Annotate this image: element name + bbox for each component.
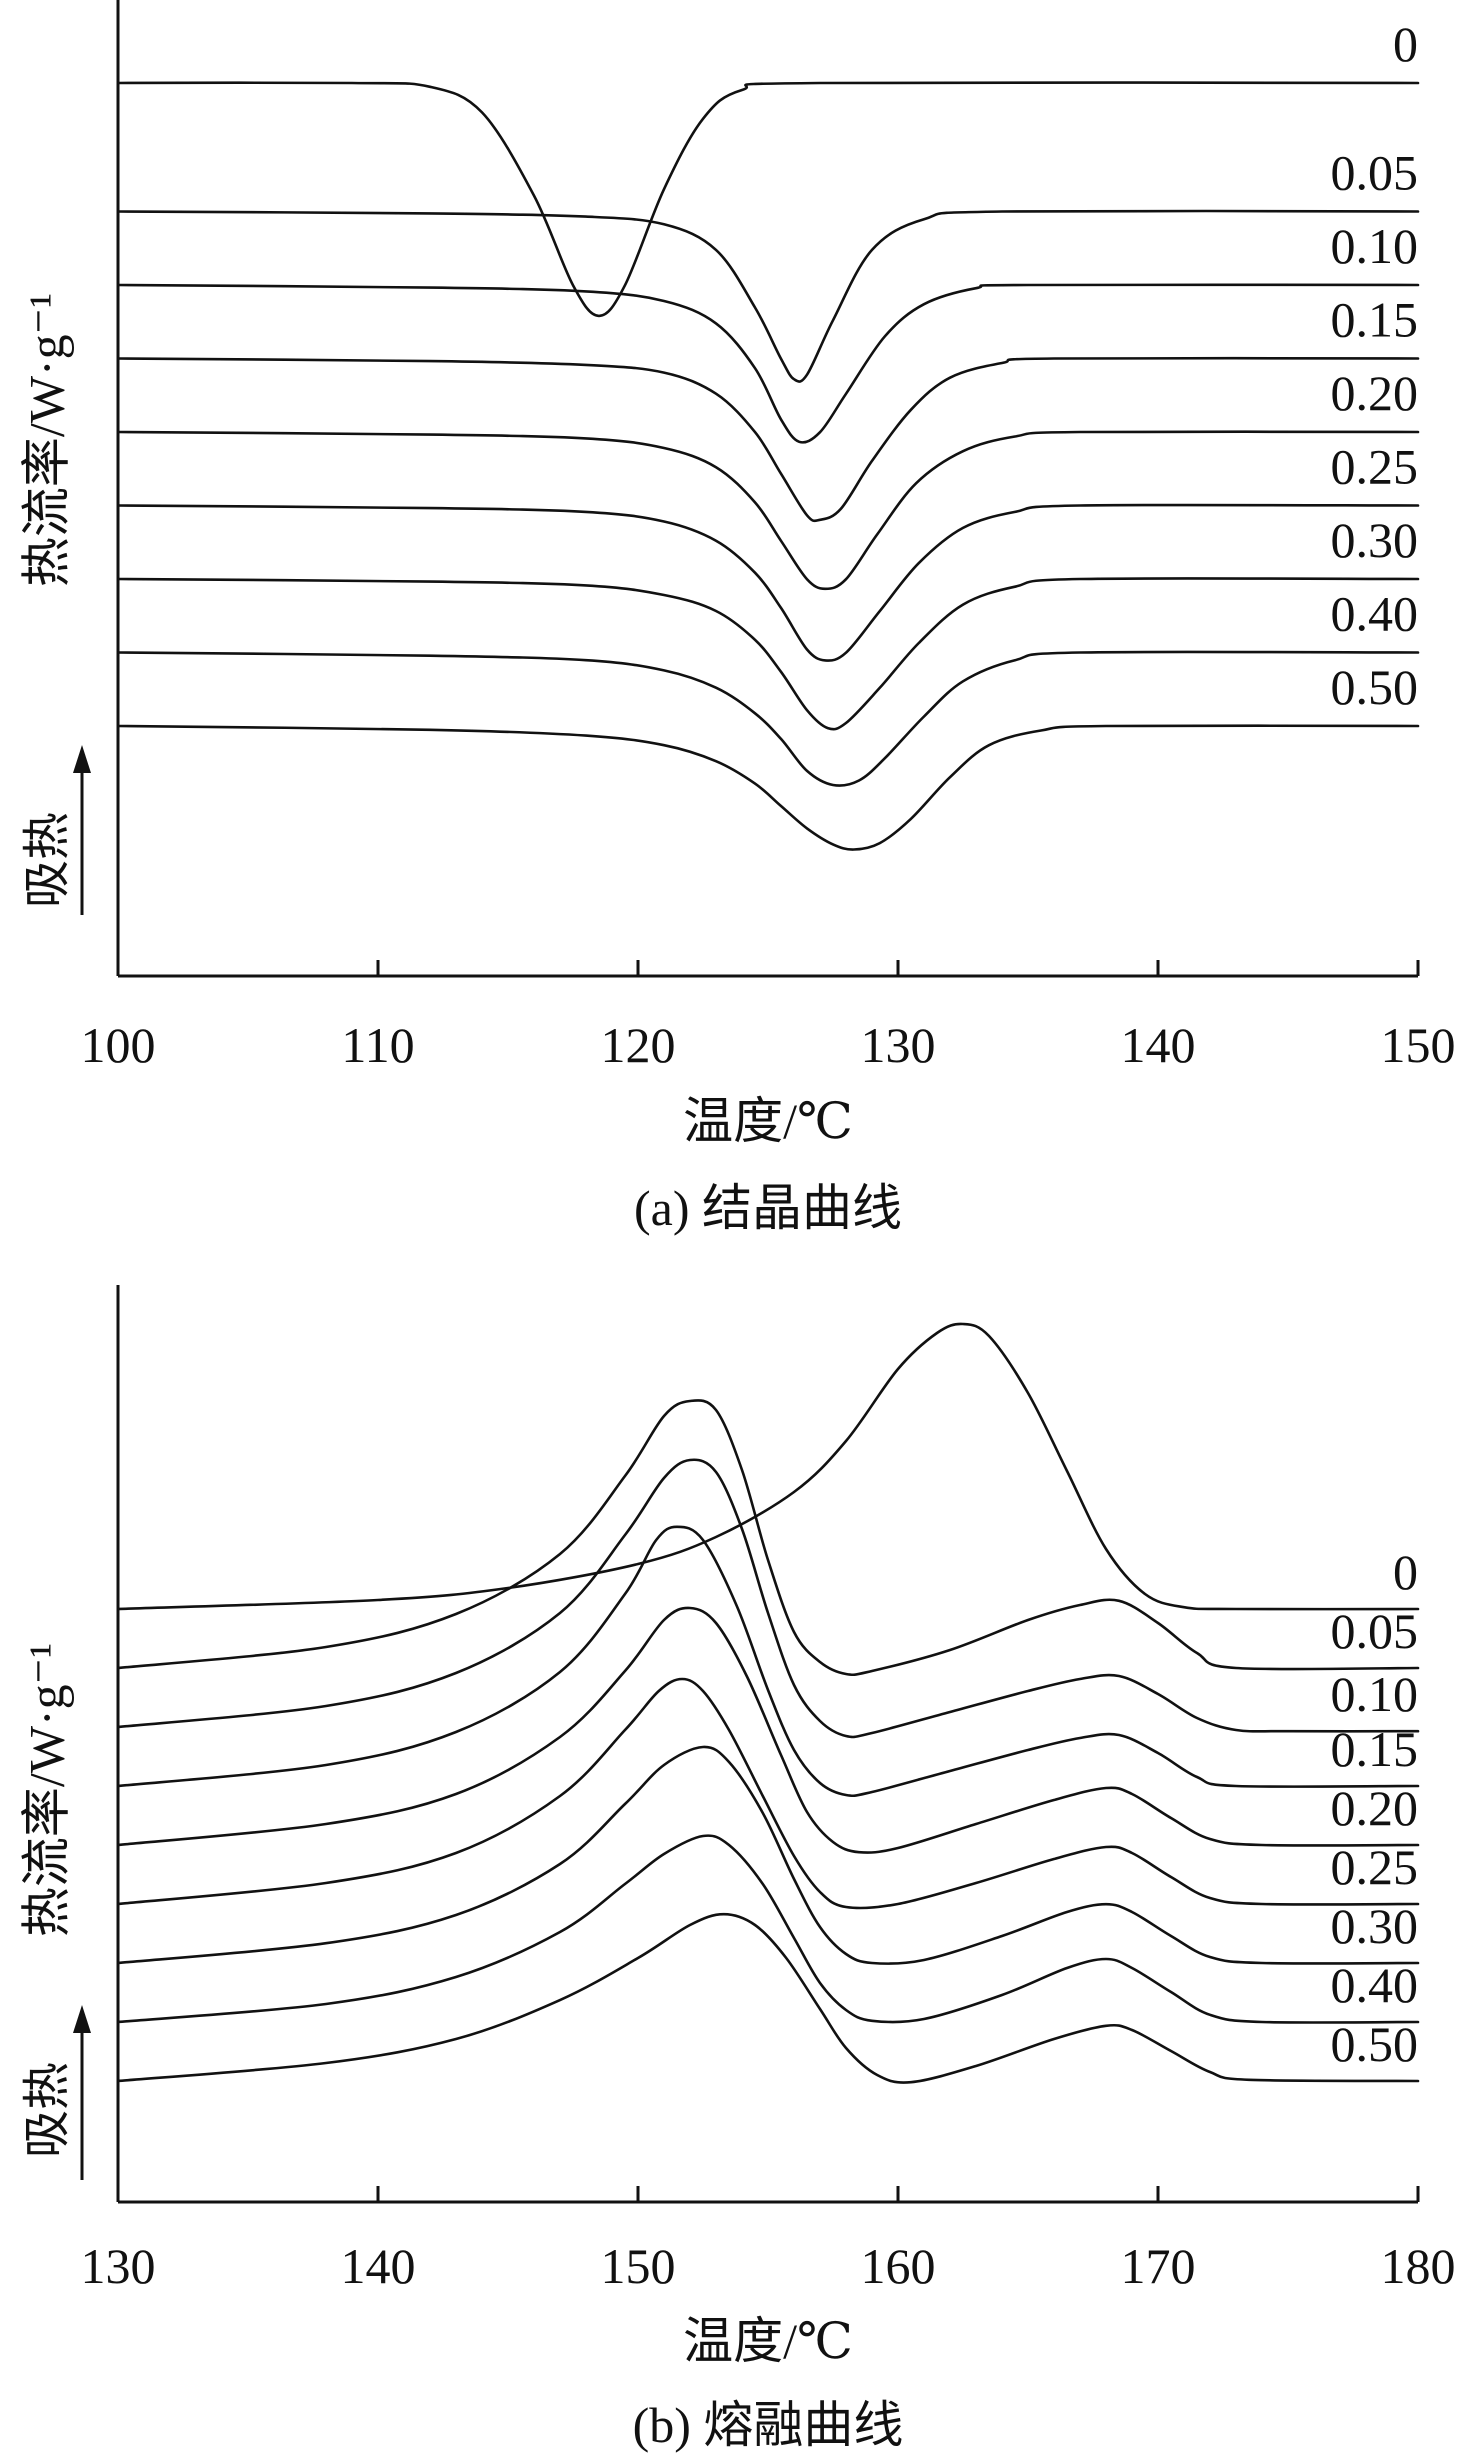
series-label: 0.50 [1331,2016,1419,2072]
series-line [116,209,1420,383]
series-line [116,577,1420,731]
x-axis-title: 温度/℃ [683,2313,853,2369]
series-label: 0.10 [1331,1666,1419,1722]
series-label: 0.15 [1331,1721,1419,1777]
series-line [116,81,1420,318]
endotherm-arrow-head [73,2005,91,2033]
series-label: 0.40 [1331,586,1419,642]
series-line [116,650,1420,787]
x-tick-label: 140 [341,2238,416,2294]
x-tick-label: 130 [861,1017,936,1073]
x-tick-label: 110 [341,1017,414,1073]
series-line [116,1677,1420,1910]
series-label: 0.25 [1331,1839,1419,1895]
endotherm-arrow-head [73,745,91,773]
x-tick-label: 160 [861,2238,936,2294]
series-label: 0.20 [1331,365,1419,421]
series-label: 0.30 [1331,512,1419,568]
series-label: 0.05 [1331,145,1419,201]
series-line [116,1745,1420,1965]
series-line [116,724,1420,851]
series-line [116,1458,1420,1739]
series-line [116,1322,1420,1611]
x-tick-label: 150 [601,2238,676,2294]
x-tick-label: 140 [1121,1017,1196,1073]
series-label: 0.10 [1331,218,1419,274]
series-label: 0.30 [1331,1898,1419,1954]
series-label: 0.15 [1331,292,1419,348]
panel-caption: (a) 结晶曲线 [634,1180,902,1236]
endotherm-label: 吸热 [21,2062,74,2158]
series-label: 0 [1393,1544,1418,1600]
series-line [116,503,1420,662]
x-tick-label: 150 [1381,1017,1456,1073]
series-line [116,1834,1420,2024]
series-line [116,1399,1420,1677]
panel-caption: (b) 熔融曲线 [633,2397,904,2453]
series-label: 0.40 [1331,1957,1419,2013]
series-line [116,1606,1420,1854]
x-tick-label: 130 [81,2238,156,2294]
series-label: 0 [1393,16,1418,72]
series-line [116,356,1420,523]
series-label: 0.05 [1331,1603,1419,1659]
x-axis-title: 温度/℃ [683,1093,853,1149]
x-tick-label: 120 [601,1017,676,1073]
x-tick-label: 180 [1381,2238,1456,2294]
series-line [116,1525,1420,1798]
series-line [116,283,1420,444]
series-line [116,1912,1420,2084]
series-label: 0.25 [1331,439,1419,495]
panel-crystallization: 100 110 120 130 140 150 温度/℃ (a) 结晶曲线 热流率/W·g⁻¹ 吸… [18,0,1456,1236]
series-label: 0.20 [1331,1780,1419,1836]
y-axis-title: 热流率/W·g⁻¹ [18,1643,74,1937]
panel-melting: 130 140 150 160 170 180 温度/℃ (b) 熔融曲线 热流率/W·g⁻¹ 吸… [18,1285,1456,2453]
y-axis-title: 热流率/W·g⁻¹ [18,293,74,587]
x-tick-label: 170 [1121,2238,1196,2294]
series-label: 0.50 [1331,659,1419,715]
endotherm-label: 吸热 [21,812,74,908]
series-line [116,430,1420,591]
x-tick-label: 100 [81,1017,156,1073]
